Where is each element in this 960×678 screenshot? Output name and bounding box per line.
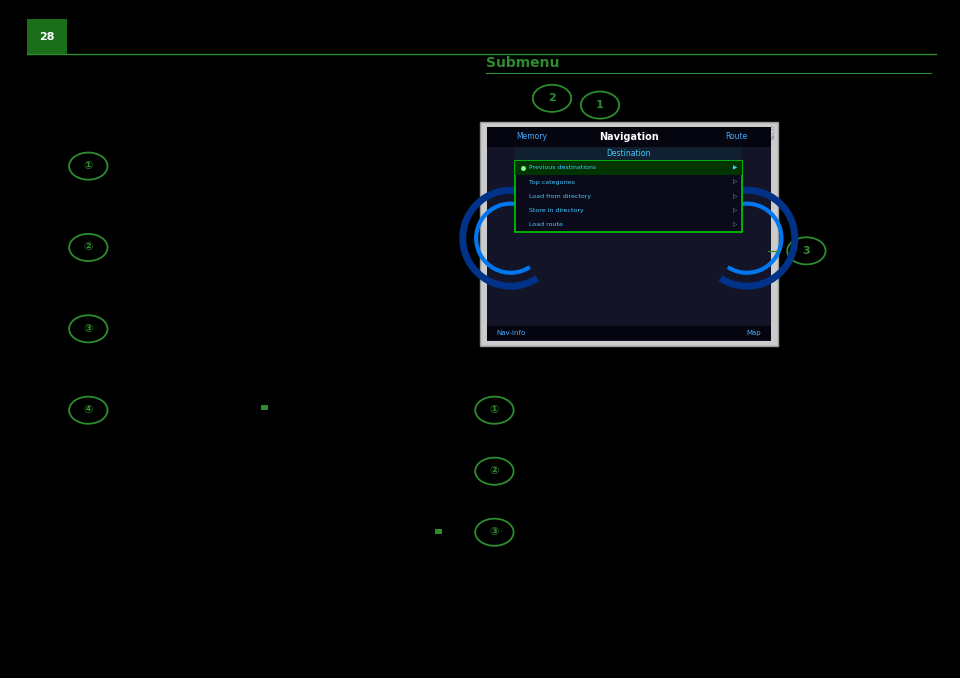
Text: ④: ④ <box>84 405 93 415</box>
Text: Previous destinations: Previous destinations <box>529 165 596 170</box>
Text: ▷: ▷ <box>732 194 737 199</box>
Text: ▷: ▷ <box>732 180 737 184</box>
Bar <box>435 529 442 534</box>
Bar <box>261 405 268 410</box>
Text: ▷: ▷ <box>732 222 737 227</box>
Text: Store in directory: Store in directory <box>529 208 584 213</box>
Text: 1: 1 <box>596 100 604 110</box>
Text: Navigation: Navigation <box>599 132 659 142</box>
Text: ③: ③ <box>84 324 93 334</box>
Text: Route: Route <box>726 132 748 142</box>
Bar <box>516 147 742 161</box>
Bar <box>487 326 771 340</box>
Text: 28: 28 <box>39 32 55 41</box>
Text: ②: ② <box>490 466 499 476</box>
Text: ①: ① <box>490 405 499 415</box>
Text: ②: ② <box>84 243 93 252</box>
Text: Memory: Memory <box>516 132 548 142</box>
Text: Top categories: Top categories <box>529 180 574 184</box>
Text: Destination: Destination <box>607 149 651 159</box>
Text: Nav-Info: Nav-Info <box>496 330 525 336</box>
Text: ▷: ▷ <box>732 208 737 213</box>
Bar <box>516 161 742 232</box>
Bar <box>516 161 742 175</box>
Text: Submenu: Submenu <box>486 56 559 70</box>
Text: ▶: ▶ <box>732 165 737 170</box>
Bar <box>487 127 771 341</box>
Text: Load from directory: Load from directory <box>529 194 590 199</box>
Text: 3: 3 <box>803 246 810 256</box>
Text: ③: ③ <box>490 527 499 537</box>
Bar <box>480 122 778 346</box>
Text: Map: Map <box>747 330 761 336</box>
Bar <box>27 19 67 54</box>
Text: ①: ① <box>84 161 93 171</box>
Text: Nav_17: Nav_17 <box>771 123 775 138</box>
Text: Load route: Load route <box>529 222 563 227</box>
Text: 2: 2 <box>548 94 556 103</box>
Bar <box>487 127 771 147</box>
